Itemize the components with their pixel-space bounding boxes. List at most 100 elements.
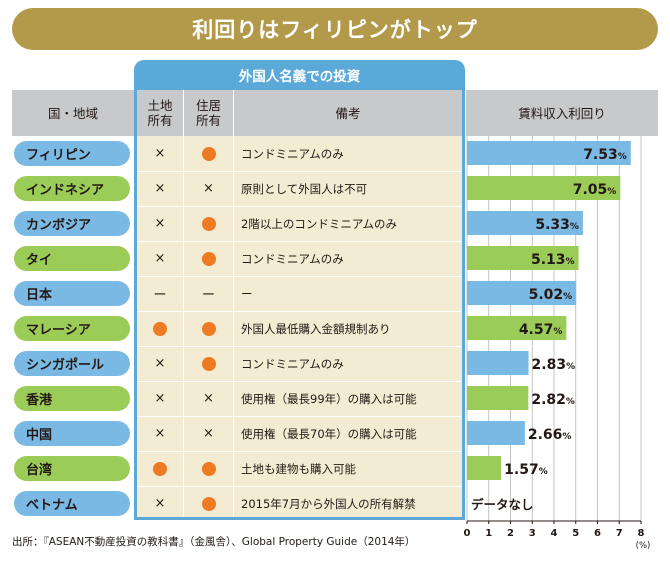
data-label: 5.02% <box>529 287 573 303</box>
note-text: 外国人最低購入金額規制あり <box>241 321 391 336</box>
note-text: 2階以上のコンドミニアムのみ <box>241 216 398 231</box>
foreign-investment-table-body <box>134 136 465 520</box>
land-ownership-mark: × <box>154 496 166 511</box>
allowed-circle-icon <box>201 321 216 336</box>
unit-label: % <box>618 152 627 162</box>
table-row: 台湾 土地も建物も購入可能 <box>0 451 670 486</box>
note-text: ー <box>241 286 253 301</box>
house-ownership-mark <box>184 346 233 381</box>
note-text: 原則として外国人は不可 <box>241 181 368 196</box>
row-divider <box>137 486 462 487</box>
country-label: インドネシア <box>14 176 130 201</box>
column-divider <box>233 136 234 517</box>
foreign-ownership-header: 外国人名義での投資 <box>134 60 465 90</box>
country-label: シンガポール <box>14 351 130 376</box>
country-label: カンボジア <box>14 211 130 236</box>
land-ownership-mark: × <box>154 146 166 161</box>
x-tick-label: 5 <box>572 528 579 539</box>
x-tick-label: 7 <box>616 528 623 539</box>
data-label: 7.53% <box>583 147 627 163</box>
table-row: マレーシア 外国人最低購入金額規制あり <box>0 311 670 346</box>
row-divider <box>137 171 462 172</box>
unit-label: % <box>563 292 572 302</box>
bar <box>467 246 579 270</box>
x-tick-label: 0 <box>464 528 471 539</box>
x-tick-label: 3 <box>529 528 536 539</box>
table-row: 中国 × × 使用権（最長70年）の購入は可能 <box>0 416 670 451</box>
country-label: 香港 <box>14 386 130 411</box>
house-ownership-mark <box>184 206 233 241</box>
allowed-circle-icon <box>153 461 167 476</box>
unit-label: % <box>566 397 575 407</box>
house-ownership-mark: × <box>203 426 214 441</box>
country-label: 台湾 <box>14 456 130 481</box>
land-ownership-mark: × <box>154 356 166 371</box>
table-row: ベトナム × 2015年7月から外国人の所有解禁 <box>0 486 670 521</box>
header-notes: 備考 <box>233 90 465 136</box>
bar <box>467 141 631 165</box>
unit-label: % <box>553 327 562 337</box>
house-ownership-mark: ー <box>201 288 215 303</box>
x-tick-label: 2 <box>507 528 514 539</box>
note-text: 使用権（最長99年）の購入は可能 <box>241 391 417 406</box>
house-ownership-mark <box>184 486 233 521</box>
note-text: コンドミニアムのみ <box>241 356 344 371</box>
land-ownership-mark: × <box>154 181 166 196</box>
x-tick-label: 4 <box>551 528 558 539</box>
unit-label: % <box>566 257 575 267</box>
data-label: 7.05% <box>573 182 617 198</box>
country-label: 日本 <box>14 281 130 306</box>
table-row: カンボジア × 2階以上のコンドミニアムのみ <box>0 206 670 241</box>
table-row: 香港 × × 使用権（最長99年）の購入は可能 <box>0 381 670 416</box>
data-label: 4.57% <box>519 322 563 338</box>
land-ownership-mark: × <box>154 251 166 266</box>
house-ownership-mark: × <box>203 181 214 196</box>
country-label: タイ <box>14 246 130 271</box>
row-divider <box>137 206 462 207</box>
row-divider <box>137 451 462 452</box>
data-label: 1.57% <box>504 462 548 478</box>
country-label: 中国 <box>14 421 130 446</box>
header-yield: 賃料収入利回り <box>465 90 658 136</box>
note-text: コンドミニアムのみ <box>241 146 344 161</box>
allowed-circle-icon <box>201 146 216 161</box>
house-ownership-mark <box>184 451 233 486</box>
unit-label: % <box>562 432 571 442</box>
note-text: 使用権（最長70年）の購入は可能 <box>241 426 417 441</box>
allowed-circle-icon <box>201 216 216 231</box>
x-tick-label: 8 <box>638 528 645 539</box>
country-label: フィリピン <box>14 141 130 166</box>
row-divider <box>137 276 462 277</box>
unit-label: % <box>539 467 548 477</box>
row-divider <box>137 416 462 417</box>
x-tick-label: 6 <box>594 528 601 539</box>
land-ownership-mark <box>137 311 183 346</box>
bar <box>467 211 583 235</box>
land-ownership-mark: ー <box>153 288 167 303</box>
x-axis-unit-label: (%) <box>636 541 651 551</box>
header-country: 国・地域 <box>12 90 134 136</box>
table-row: シンガポール × コンドミニアムのみ <box>0 346 670 381</box>
table-row: 日本 ー ー ー <box>0 276 670 311</box>
note-text: 土地も建物も購入可能 <box>241 461 356 476</box>
table-row: フィリピン × コンドミニアムのみ <box>0 136 670 171</box>
land-ownership-mark: × <box>154 426 166 441</box>
land-ownership-mark <box>137 451 183 486</box>
data-label: 2.66% <box>528 427 572 443</box>
no-data-label: データなし <box>471 497 534 512</box>
allowed-circle-icon <box>153 321 167 336</box>
page-title: 利回りはフィリピンがトップ <box>12 8 658 50</box>
unit-label: % <box>566 362 575 372</box>
country-label: マレーシア <box>14 316 130 341</box>
note-text: 2015年7月から外国人の所有解禁 <box>241 496 416 511</box>
header-land-ownership: 土地 所有 <box>134 90 183 136</box>
house-ownership-mark <box>184 241 233 276</box>
column-divider <box>183 136 184 517</box>
data-label: 5.13% <box>531 252 575 268</box>
row-divider <box>137 346 462 347</box>
allowed-circle-icon <box>201 461 216 476</box>
note-text: コンドミニアムのみ <box>241 251 344 266</box>
land-ownership-mark: × <box>154 391 166 406</box>
header-house-ownership: 住居 所有 <box>183 90 233 136</box>
